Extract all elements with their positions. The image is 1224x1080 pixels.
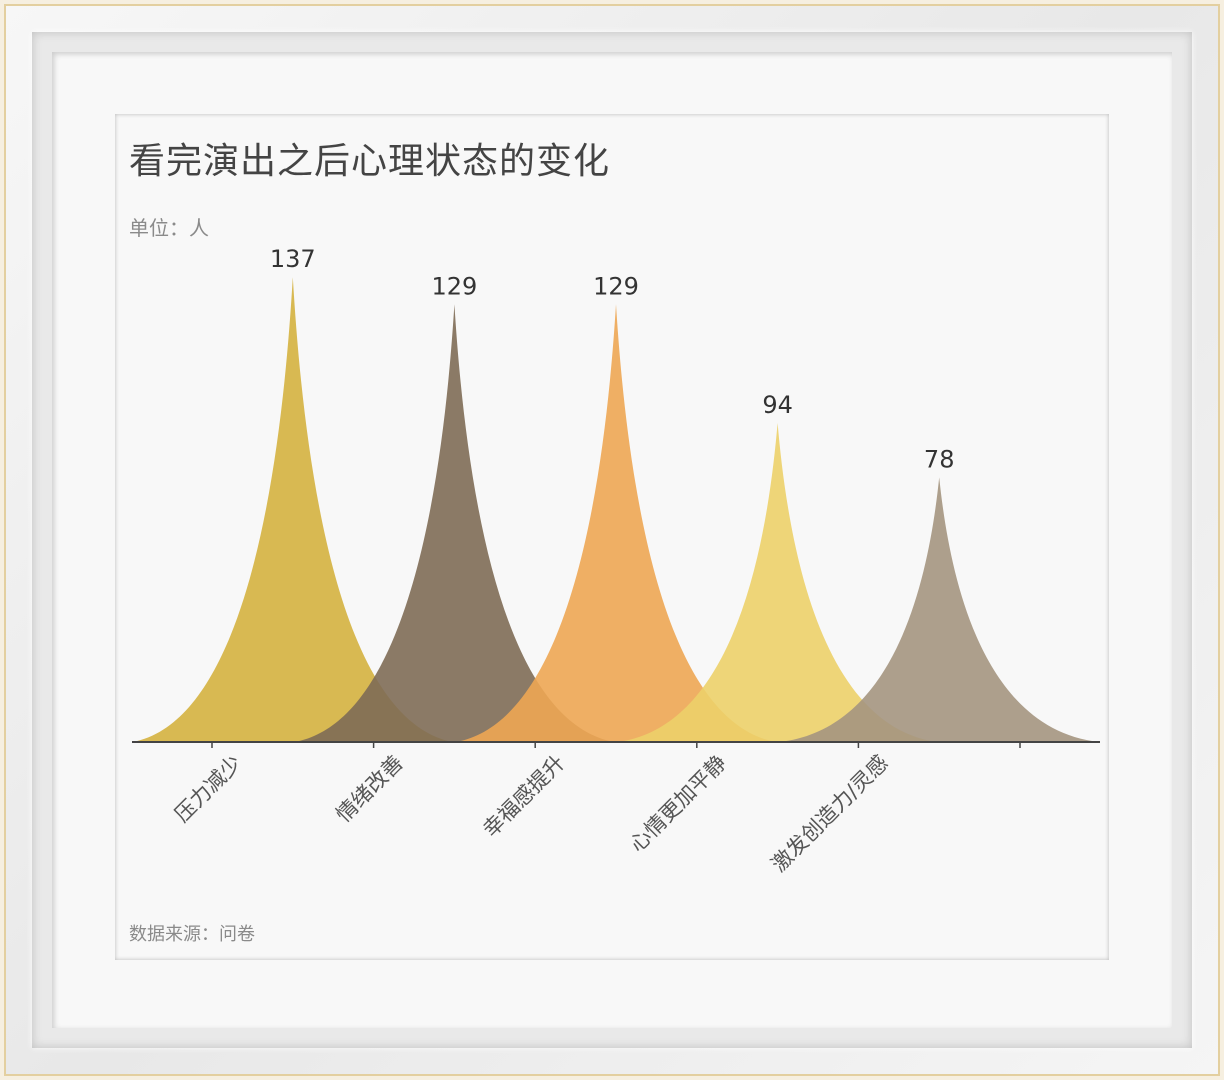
peak-series: [132, 277, 1100, 742]
peak-bar: [132, 277, 453, 742]
value-label: 78: [924, 445, 955, 473]
value-label: 94: [762, 391, 793, 419]
value-label: 129: [431, 272, 477, 300]
value-label: 137: [270, 245, 316, 273]
chart-title: 看完演出之后心理状态的变化: [129, 141, 611, 182]
peak-bar: [294, 304, 615, 742]
value-label: 129: [593, 272, 639, 300]
peak-bar: [617, 423, 938, 742]
peak-bar: [456, 304, 776, 742]
peak-bar: [779, 477, 1100, 742]
category-tick-label: 情绪改善: [332, 751, 408, 827]
category-tick-label: 激发创造力/灵感: [767, 751, 893, 877]
category-tick-label: 压力减少: [170, 751, 246, 827]
chart-unit-label: 单位：人: [129, 216, 209, 240]
category-tick-label: 幸福感提升: [478, 751, 569, 842]
category-tick-label: 心情更加平静: [625, 751, 731, 857]
chart-source-label: 数据来源：问卷: [129, 924, 255, 945]
